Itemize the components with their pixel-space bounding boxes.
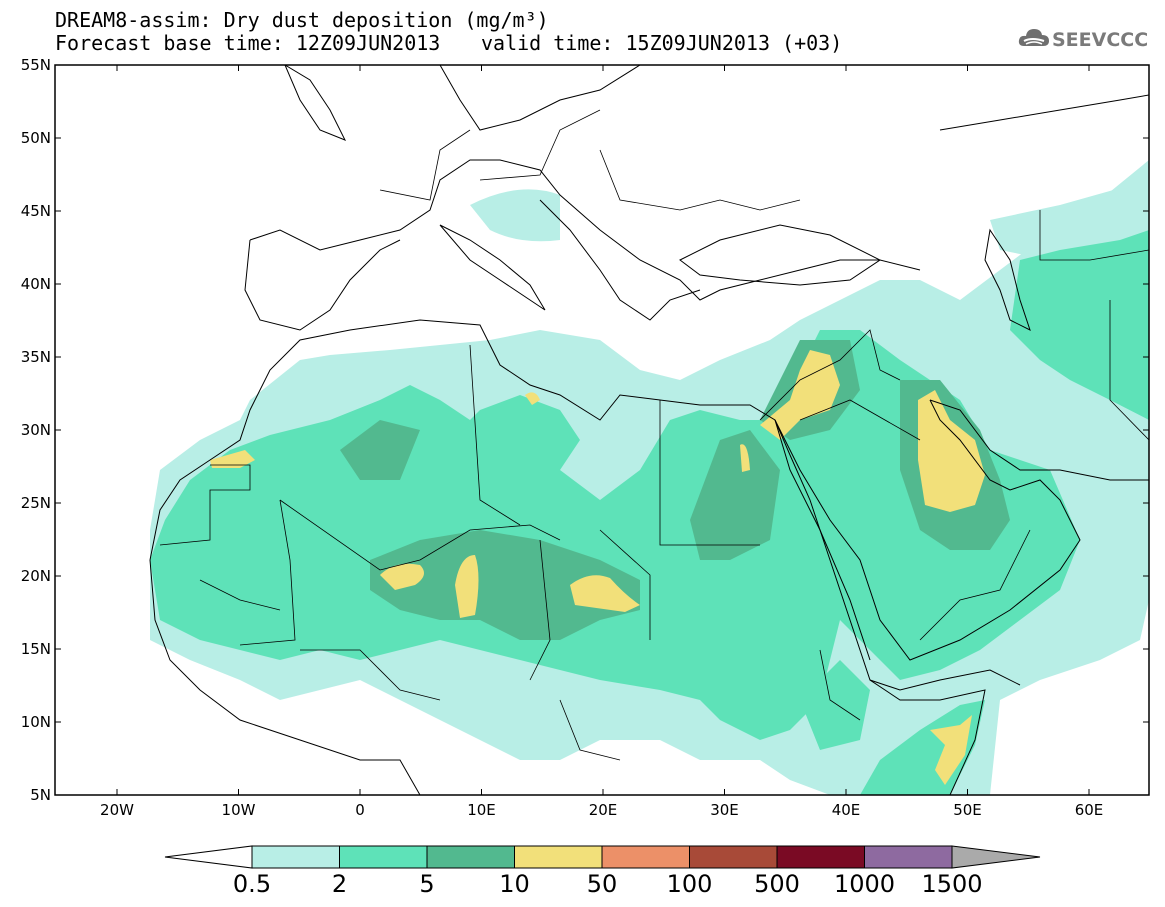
lat-label: 20N [21, 567, 51, 585]
lon-label: 10W [222, 801, 256, 819]
dust-level-10-sudan [570, 575, 640, 612]
lon-label: 60E [1075, 801, 1104, 819]
lat-label: 10N [21, 713, 51, 731]
legend-swatch [601, 845, 690, 869]
legend-upper-arrow [951, 845, 1041, 869]
lat-label: 45N [21, 202, 51, 220]
legend-swatch [864, 845, 953, 869]
coast-caspian [984, 228, 1031, 331]
dust-level-5-egypt [690, 430, 780, 560]
borders [159, 109, 1149, 761]
dust-level-0_5-adriatic [470, 189, 560, 242]
legend-label: 10 [499, 870, 530, 898]
coast-italy [439, 224, 546, 311]
lon-label: 30E [710, 801, 739, 819]
lat-label: 25N [21, 494, 51, 512]
coast-arabia [774, 399, 1081, 661]
coast-redsea [774, 419, 871, 661]
dust-level-10-niger [380, 563, 424, 590]
lat-label: 55N [21, 56, 51, 74]
dust-level-2-ethiopia [800, 660, 870, 750]
coast-west-africa [149, 559, 421, 795]
legend-colorbar [164, 845, 1041, 869]
dust-level-5-algeria [340, 420, 420, 480]
lon-label: 10E [467, 801, 496, 819]
dust-level-10-egypt [740, 444, 750, 472]
dust-fields [150, 160, 1149, 795]
lat-label: 50N [21, 129, 51, 147]
coast-gulf-aden [869, 669, 1021, 691]
lat-label: 5N [30, 786, 51, 804]
lat-label: 40N [21, 275, 51, 293]
legend-swatch [689, 845, 778, 869]
dust-level-10-iraq [760, 350, 840, 440]
lat-label: 35N [21, 348, 51, 366]
coast-balkans [539, 199, 701, 321]
legend-lower-arrow [164, 845, 253, 869]
coastlines [149, 65, 1149, 795]
valid-time: valid time: 15Z09JUN2013 (+03) [481, 31, 843, 55]
seevccc-logo: SEEVCCC [1018, 24, 1158, 58]
logo-text: SEEVCCC [1052, 29, 1149, 51]
forecast-base-time: Forecast base time: 12Z09JUN2013 [55, 31, 441, 55]
coast-scandinavia [439, 65, 641, 131]
lon-label: 40E [832, 801, 861, 819]
legend-swatch [426, 845, 515, 869]
coast-africa [149, 319, 986, 795]
coast-iberia [244, 239, 401, 331]
dust-level-5-sahel [370, 530, 640, 640]
legend-label: 5 [419, 870, 435, 898]
legend-label: 100 [666, 870, 713, 898]
coast-iran [929, 399, 1149, 481]
lat-axis: 55N 50N 45N 40N 35N 30N 25N 20N 15N 10N 5N [21, 56, 1149, 804]
legend-swatch [339, 845, 428, 869]
legend-label: 2 [331, 870, 348, 898]
coast-britain [284, 65, 347, 141]
lat-label: 30N [21, 421, 51, 439]
lon-label: 50E [953, 801, 982, 819]
legend-swatch [514, 845, 603, 869]
dust-level-0_5-caspian [990, 180, 1149, 260]
lon-label: 20W [100, 801, 134, 819]
map-title: DREAM8-assim: Dry dust deposition (mg/m³… [55, 8, 549, 32]
dust-level-10-morocco [210, 450, 255, 468]
legend-label: 50 [586, 870, 618, 898]
legend-label: 0.5 [232, 870, 272, 898]
legend-swatch [776, 845, 865, 869]
coast-black-sea [679, 224, 881, 286]
legend-label: 1000 [833, 870, 896, 898]
lon-axis: 20W 10W 0 10E 20E 30E 40E 50E 60E [100, 65, 1103, 819]
legend-label: 500 [754, 870, 800, 898]
lon-label: 0 [355, 801, 365, 819]
cloud-icon [1018, 29, 1049, 46]
lon-label: 20E [589, 801, 618, 819]
dust-level-10-chad [455, 555, 479, 618]
dust-level-10-somalia [930, 715, 972, 785]
dust-level-10-libya [525, 392, 540, 405]
coast-central-asia [939, 94, 1149, 131]
dust-level-10-kuwait [918, 390, 985, 512]
dust-level-2-central-asia [1010, 230, 1149, 420]
coast-europe [249, 159, 921, 301]
legend-label: 1500 [921, 870, 983, 898]
lat-label: 15N [21, 640, 51, 658]
legend-swatch [251, 845, 340, 869]
